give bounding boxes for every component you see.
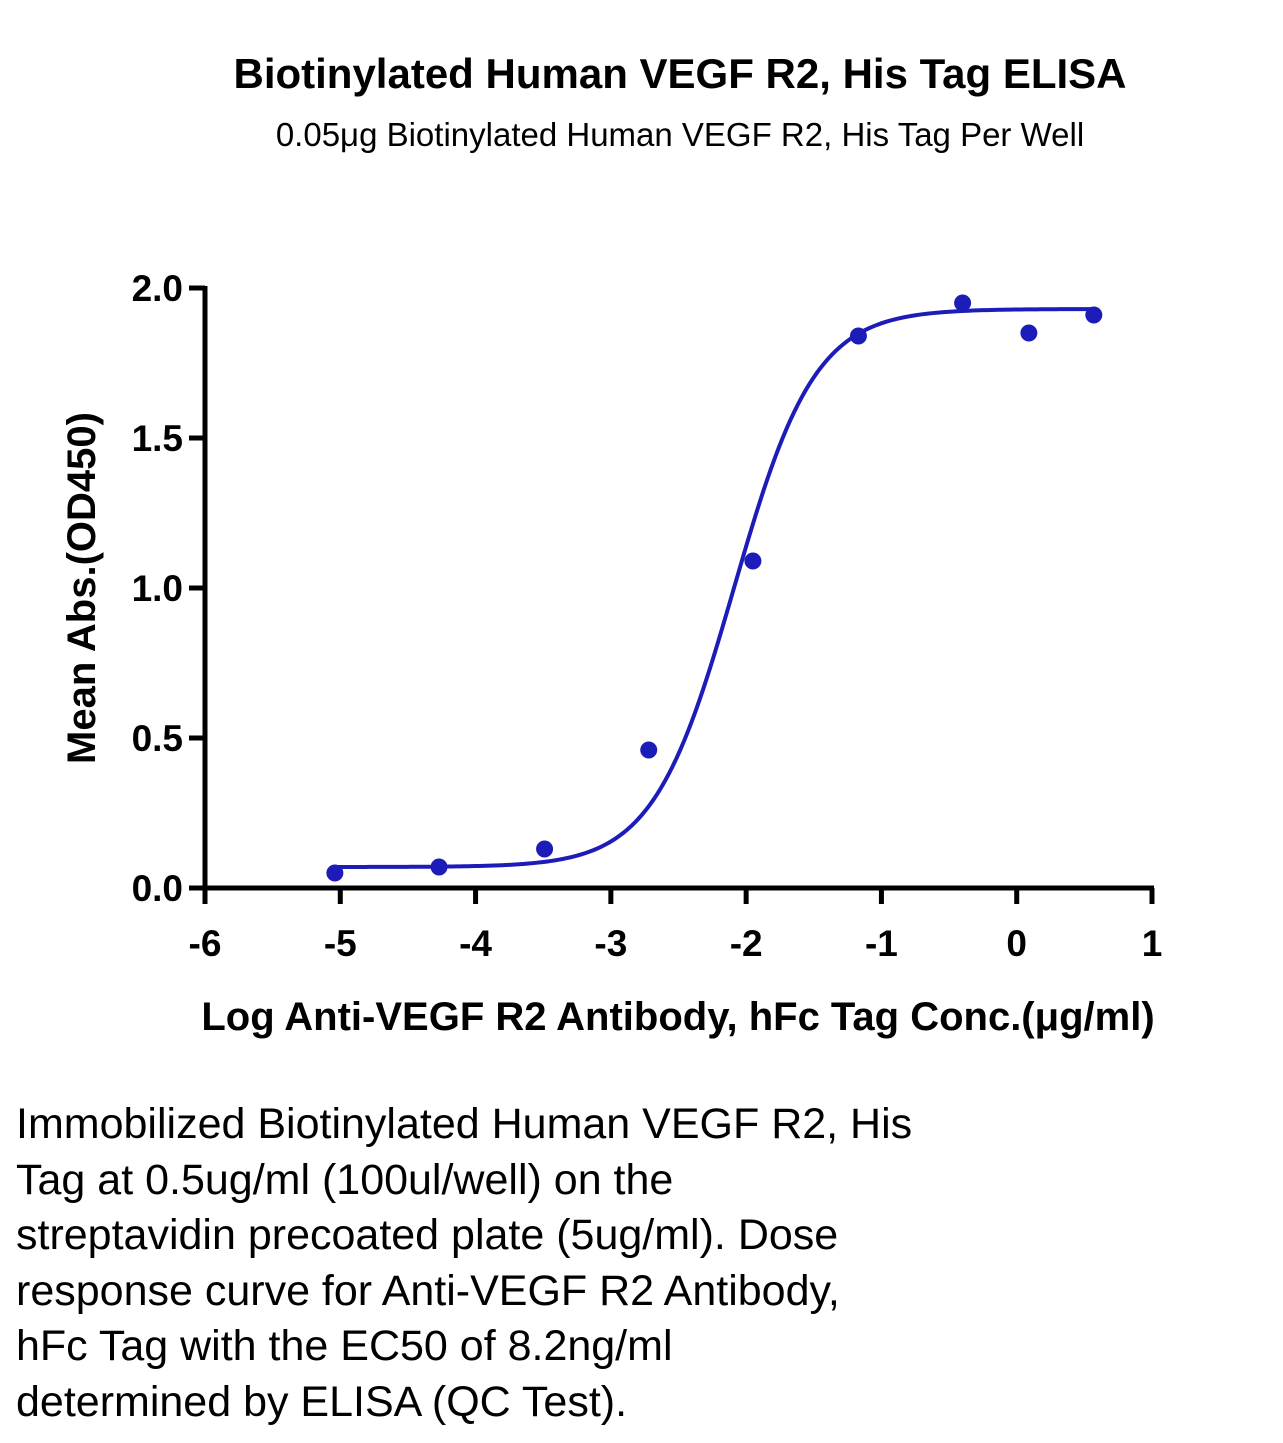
data-point xyxy=(640,741,658,759)
caption-line: streptavidin precoated plate (5ug/ml). D… xyxy=(16,1211,839,1259)
data-point xyxy=(1020,324,1038,342)
chart-subtitle: 0.05μg Biotinylated Human VEGF R2, His T… xyxy=(275,116,1085,153)
x-tick-label: 0 xyxy=(1006,923,1027,964)
y-axis: 0.0 0.5 1.0 1.5 2.0 xyxy=(132,268,208,909)
data-point xyxy=(954,294,972,312)
figure-caption: Immobilized Biotinylated Human VEGF R2, … xyxy=(16,1097,1196,1430)
data-point xyxy=(849,327,867,345)
y-tick-label: 0.5 xyxy=(132,718,183,759)
chart-title: Biotinylated Human VEGF R2, His Tag ELIS… xyxy=(233,50,1127,97)
caption-line: Immobilized Biotinylated Human VEGF R2, … xyxy=(16,1100,913,1148)
y-tick-label: 0.0 xyxy=(132,868,183,909)
x-tick-label: -6 xyxy=(189,923,222,964)
x-tick-label: -5 xyxy=(324,923,357,964)
data-point xyxy=(536,840,554,858)
x-tick-label: -4 xyxy=(459,923,492,964)
data-point xyxy=(430,858,448,876)
x-axis: -6 -5 -4 -3 -2 -1 0 1 xyxy=(189,885,1163,964)
y-tick-label: 1.0 xyxy=(132,568,183,609)
data-point xyxy=(1085,306,1103,324)
data-point xyxy=(744,552,762,570)
x-tick-label: -3 xyxy=(594,923,627,964)
x-tick-label: -1 xyxy=(865,923,898,964)
caption-line: determined by ELISA (QC Test). xyxy=(16,1377,628,1426)
y-axis-label: Mean Abs.(OD450) xyxy=(60,412,104,764)
x-tick-label: 1 xyxy=(1142,923,1163,964)
x-tick-label: -2 xyxy=(730,923,763,964)
caption-line: response curve for Anti-VEGF R2 Antibody… xyxy=(16,1266,840,1315)
data-point xyxy=(326,864,344,882)
data-series xyxy=(326,294,1103,882)
y-tick-label: 2.0 xyxy=(132,268,183,309)
x-axis-label: Log Anti-VEGF R2 Antibody, hFc Tag Conc.… xyxy=(201,995,1154,1039)
caption-line: Tag at 0.5ug/ml (100ul/well) on the xyxy=(16,1155,674,1204)
elisa-chart: 0.0 0.5 1.0 1.5 2.0 -6 -5 -4 -3 -2 -1 0 1 Mean Abs.… xyxy=(60,268,1163,1039)
y-tick-label: 1.5 xyxy=(132,418,183,459)
caption-line: hFc Tag with the EC50 of 8.2ng/ml xyxy=(16,1322,673,1370)
fit-curve xyxy=(334,307,1094,869)
